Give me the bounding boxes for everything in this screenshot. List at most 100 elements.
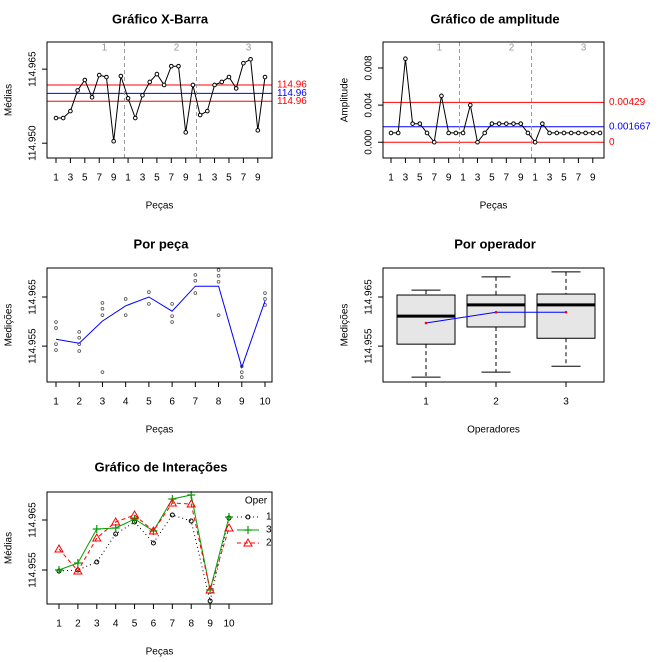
measurement (100, 306, 105, 311)
data-point (241, 60, 246, 66)
x-tick-label: 5 (561, 173, 567, 184)
marker (169, 512, 175, 518)
data-point (496, 121, 502, 126)
data-point (111, 138, 116, 144)
data-point (489, 121, 495, 126)
measurement (100, 313, 105, 317)
x-tick-label: 8 (188, 619, 194, 630)
data-point (125, 95, 131, 101)
y-tick-label: 0.004 (364, 92, 375, 117)
data-point (568, 130, 574, 136)
x-tick-label: 9 (183, 173, 189, 184)
measurement (77, 330, 82, 334)
x-tick-label: 5 (417, 173, 423, 184)
data-point (96, 72, 102, 78)
data-point (403, 56, 408, 62)
legend-title: Oper (245, 496, 268, 507)
y-axis-label: Amplitude (340, 77, 351, 122)
measurement (216, 268, 221, 272)
data-point (89, 94, 95, 100)
data-point (53, 115, 59, 121)
measurement (100, 370, 105, 374)
x-tick-label: 5 (489, 173, 495, 184)
control-line-label: 0.00429 (609, 97, 646, 108)
data-point (212, 82, 217, 88)
x-tick-label: 1 (53, 397, 59, 408)
group-label: 2 (174, 43, 180, 54)
measurement (170, 302, 174, 306)
plot-frame (46, 267, 273, 383)
data-point (525, 130, 531, 136)
x-tick-label: 10 (223, 619, 235, 630)
box (536, 293, 596, 339)
x-tick-label: 9 (446, 173, 452, 184)
measurement (123, 297, 128, 301)
x-tick-label: 2 (75, 619, 81, 630)
x-tick-label: 9 (111, 173, 117, 184)
measurement (54, 348, 58, 352)
marker (186, 498, 197, 508)
data-point (410, 121, 415, 126)
x-axis-label: Peças (146, 425, 174, 436)
chart-title: Por peça (134, 236, 190, 251)
x-tick-label: 3 (140, 173, 146, 184)
measurement (54, 342, 58, 346)
y-tick-label: 0.008 (364, 55, 375, 80)
x-tick-label: 5 (146, 397, 152, 408)
measurement (263, 291, 267, 295)
control-line-label: 114.96 (277, 96, 307, 107)
mean-point (424, 321, 428, 325)
x-axis-label: Operadores (467, 425, 520, 436)
measurement (170, 320, 174, 324)
x-tick-label: 1 (460, 173, 466, 184)
x-tick-label: 9 (255, 173, 261, 184)
x-tick-label: 3 (94, 619, 100, 630)
y-axis-label: Medições (4, 304, 15, 347)
mean-point (494, 310, 498, 314)
chart-title: Por operador (454, 236, 536, 251)
data-point (154, 71, 160, 77)
data-point (75, 88, 80, 93)
measurement (147, 302, 151, 306)
marker (225, 513, 233, 521)
x-tick-label: 6 (169, 397, 175, 408)
plot-frame (382, 267, 605, 383)
marker (54, 543, 64, 553)
group-label: 3 (246, 43, 252, 54)
x-tick-label: 3 (547, 173, 553, 184)
data-point (482, 130, 487, 136)
data-point (161, 82, 167, 88)
marker (130, 515, 139, 523)
data-point (205, 108, 210, 114)
x-tick-label: 9 (207, 619, 213, 630)
plot-frame (46, 491, 273, 605)
mean-point (564, 310, 568, 314)
marker (91, 532, 102, 542)
x-tick-label: 1 (56, 619, 62, 630)
measurement (123, 313, 128, 317)
x-tick-label: 3 (403, 173, 409, 184)
marker (92, 525, 101, 533)
plot-frame (382, 41, 605, 159)
data-point (60, 115, 66, 121)
chart-title: Gráfico X-Barra (112, 11, 209, 26)
marker (94, 559, 100, 565)
legend-marker (245, 514, 251, 520)
y-tick-label: 0.000 (364, 129, 375, 154)
x-tick-label: 2 (493, 397, 499, 408)
data-point (439, 93, 444, 99)
data-point (453, 130, 459, 136)
data-point (424, 130, 430, 136)
x-tick-label: 4 (123, 397, 129, 408)
measurement (193, 291, 198, 295)
control-line-label: 0.001667 (609, 121, 651, 132)
chart-title: Gráfico de amplitude (430, 11, 559, 26)
data-point (104, 74, 109, 80)
marker (129, 509, 140, 519)
marker (150, 540, 156, 546)
chart-title: Gráfico de Interações (95, 459, 228, 474)
x-tick-label: 6 (151, 619, 157, 630)
x-tick-label: 1 (532, 173, 538, 184)
x-tick-label: 1 (125, 173, 131, 184)
